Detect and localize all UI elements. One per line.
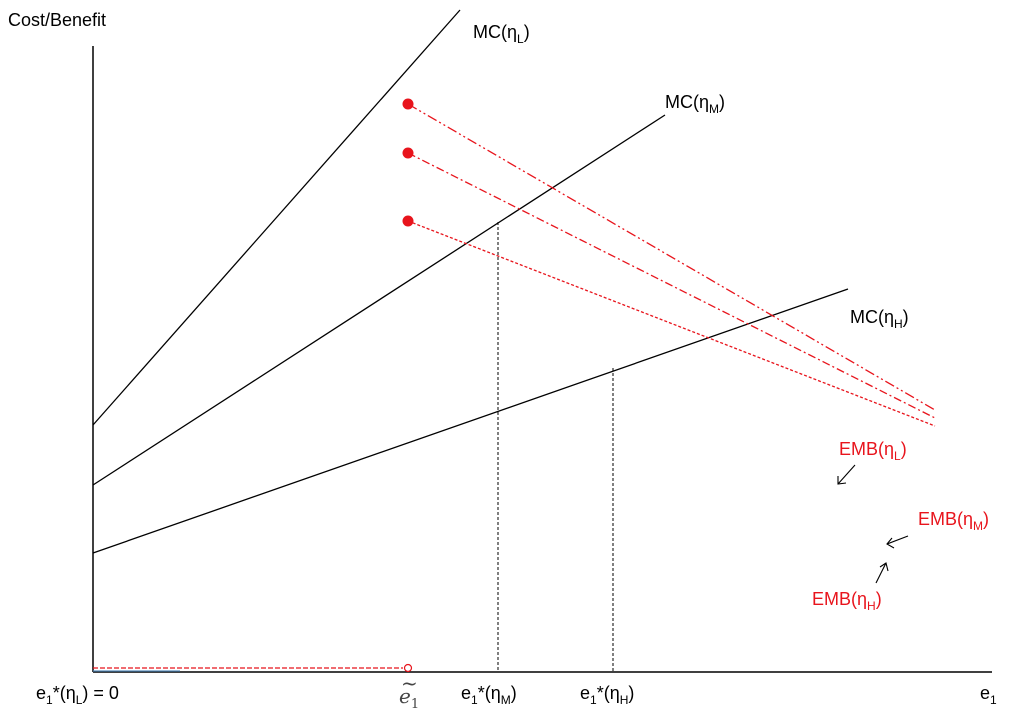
- emb-line-low: [407, 103, 936, 411]
- mc-line-mid: [92, 114, 666, 486]
- tick-label-zero: e1*(ηL) = 0: [36, 683, 119, 707]
- emb-line-high: [407, 220, 936, 427]
- emb-dot-high: [402, 215, 414, 227]
- emb-dot-low: [402, 98, 414, 110]
- arrow-head-emb-mid: [886, 537, 895, 549]
- emb-label-high: EMB(ηH): [812, 589, 882, 613]
- x-axis-label: e1: [980, 683, 997, 707]
- arrow-emb-low: [837, 464, 856, 485]
- emb-label-low: EMB(ηL): [839, 439, 907, 463]
- arrow-emb-mid: [886, 535, 909, 545]
- mc-line-high: [92, 288, 849, 554]
- arrow-emb-high: [875, 562, 887, 584]
- arrow-head-emb-low: [837, 476, 847, 485]
- mc-label-high: MC(ηH): [850, 307, 909, 331]
- emb-label-mid: EMB(ηM): [918, 509, 989, 533]
- tick-label-etilde: e1: [399, 684, 419, 712]
- mc-label-low: MC(ηL): [473, 22, 530, 46]
- emb-dot-mid: [402, 147, 414, 159]
- mc-label-mid: MC(ηM): [665, 92, 725, 116]
- emb-open-dot: [403, 663, 413, 673]
- tick-etilde-accent: ~: [401, 671, 418, 695]
- emb-line-mid: [407, 152, 936, 419]
- tick-label-m: e1*(ηM): [461, 683, 517, 707]
- mc-line-low: [92, 9, 461, 426]
- arrow-head-emb-high: [879, 562, 889, 572]
- y-axis-label: Cost/Benefit: [8, 10, 106, 30]
- tick-label-h: e1*(ηH): [580, 683, 634, 707]
